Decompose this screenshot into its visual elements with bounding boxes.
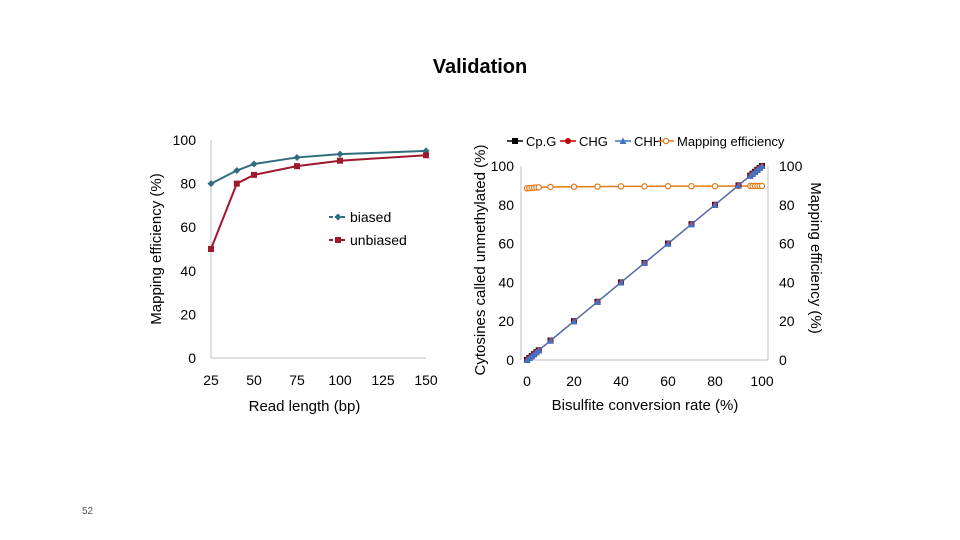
legend-marker-biased	[334, 213, 342, 221]
legend-label-Cp.G: Cp.G	[526, 134, 556, 149]
data-point-CHH	[547, 337, 554, 344]
x-tick-label: 50	[246, 372, 262, 388]
series-Mapping efficiency	[523, 182, 766, 192]
x-tick-label: 100	[750, 373, 774, 389]
y2-tick-label: 60	[779, 236, 795, 252]
x-tick-label: 100	[328, 372, 352, 388]
data-point-biased	[336, 150, 344, 158]
legend-marker-CHG	[565, 138, 571, 144]
data-point-unbiased	[337, 157, 343, 164]
data-point-CHH	[758, 162, 766, 169]
data-point-CHH	[688, 220, 695, 228]
y-tick-label: 40	[498, 274, 514, 290]
y-tick-label: 60	[180, 219, 196, 235]
data-point-unbiased	[294, 163, 300, 170]
legend-label-unbiased: unbiased	[350, 232, 407, 248]
y-tick-label: 20	[498, 313, 514, 329]
data-point-Mapping efficiency	[664, 182, 672, 190]
y-tick-label: 80	[180, 176, 196, 192]
x-axis-label: Bisulfite conversion rate (%)	[552, 397, 739, 414]
y-axis-label: Mapping efficiency (%)	[148, 173, 165, 324]
data-point-Mapping efficiency	[758, 182, 766, 190]
y2-tick-label: 40	[779, 274, 795, 290]
data-point-Mapping efficiency	[594, 183, 601, 190]
x-axis-label: Read length (bp)	[249, 398, 361, 415]
y2-axis-label: Mapping efficiency (%)	[807, 182, 824, 333]
legend-marker-Mapping efficiency	[662, 137, 670, 145]
legend-label-Mapping efficiency: Mapping efficiency	[677, 134, 785, 149]
data-point-biased	[250, 160, 258, 168]
y-tick-label: 100	[173, 132, 197, 148]
data-point-Mapping efficiency	[535, 184, 542, 191]
data-point-biased	[293, 153, 301, 161]
data-point-Mapping efficiency	[688, 182, 695, 190]
data-point-Mapping efficiency	[547, 183, 554, 191]
series-line-unbiased	[210, 154, 427, 250]
legend-marker-CHH	[619, 137, 627, 144]
data-point-Mapping efficiency	[617, 183, 625, 190]
data-point-CHH	[570, 317, 578, 325]
y2-tick-label: 20	[779, 313, 795, 329]
x-tick-label: 150	[414, 372, 438, 388]
x-tick-label: 60	[660, 373, 676, 389]
x-tick-label: 25	[203, 372, 219, 388]
x-tick-label: 40	[613, 373, 629, 389]
data-point-biased	[207, 180, 215, 188]
y-tick-label: 60	[498, 236, 514, 252]
data-point-CHH	[535, 346, 543, 354]
data-point-CHH	[617, 278, 625, 286]
y-tick-label: 100	[491, 158, 515, 174]
data-point-Mapping efficiency	[711, 182, 719, 190]
data-point-unbiased	[423, 152, 429, 159]
data-point-Mapping efficiency	[570, 183, 578, 190]
x-tick-label: 125	[371, 372, 395, 388]
series-unbiased	[208, 152, 429, 252]
legend-label-CHH: CHH	[634, 134, 662, 149]
legend-marker-unbiased	[335, 237, 341, 243]
series-CHH	[523, 162, 766, 363]
x-tick-label: 80	[707, 373, 723, 389]
y-tick-label: 0	[188, 350, 196, 366]
legend-label-CHG: CHG	[579, 134, 608, 149]
y-axis-label: Cytosines called unmethylated (%)	[472, 145, 489, 376]
data-point-unbiased	[208, 246, 214, 252]
slide-number: 52	[82, 506, 94, 517]
data-point-unbiased	[251, 171, 257, 178]
data-point-biased	[233, 167, 241, 175]
y-tick-label: 0	[506, 352, 514, 368]
data-point-CHH	[711, 201, 719, 208]
x-tick-label: 75	[289, 372, 305, 388]
data-point-CHH	[735, 181, 742, 189]
legend-marker-Cp.G	[512, 138, 518, 144]
series-line-biased	[210, 149, 427, 185]
y2-tick-label: 0	[779, 352, 787, 368]
x-tick-label: 0	[523, 373, 531, 389]
data-point-CHH	[641, 259, 648, 266]
data-point-CHH	[594, 298, 601, 305]
legend-label-biased: biased	[350, 209, 391, 225]
slide-title: Validation	[432, 56, 528, 78]
y-tick-label: 40	[180, 263, 196, 279]
y2-tick-label: 100	[779, 158, 803, 174]
y2-tick-label: 80	[779, 197, 795, 213]
data-point-unbiased	[233, 180, 240, 187]
x-tick-label: 20	[566, 373, 582, 389]
data-point-Mapping efficiency	[641, 183, 648, 190]
y-tick-label: 20	[180, 306, 196, 322]
data-point-CHH	[664, 240, 672, 247]
y-tick-label: 80	[498, 197, 514, 213]
